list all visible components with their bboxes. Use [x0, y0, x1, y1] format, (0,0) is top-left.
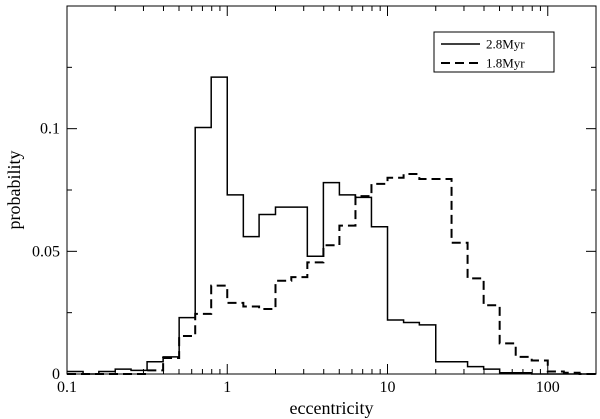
series-layer — [67, 76, 596, 375]
x-axis-ticks: 0.1 1 10 100 — [57, 6, 597, 396]
legend: 2.8Myr 1.8Myr — [433, 31, 555, 73]
legend-label: 2.8Myr — [486, 37, 525, 52]
legend-box — [433, 31, 555, 73]
x-tick-label: 1 — [223, 379, 231, 396]
x-axis-label: eccentricity — [290, 398, 374, 418]
x-tick-label: 0.1 — [57, 379, 77, 396]
series-line-2.8Myr — [67, 76, 596, 375]
legend-label: 1.8Myr — [486, 56, 525, 71]
y-axis-ticks: 0 0.05 0.1 — [32, 5, 596, 383]
series-line-1.8Myr — [67, 173, 596, 375]
y-tick-label: 0 — [52, 366, 60, 383]
y-tick-label: 0.1 — [40, 121, 60, 138]
y-tick-label: 0.05 — [32, 243, 60, 260]
x-tick-label: 10 — [380, 379, 396, 396]
x-tick-label: 100 — [536, 379, 560, 396]
y-axis-label: probability — [4, 151, 24, 230]
